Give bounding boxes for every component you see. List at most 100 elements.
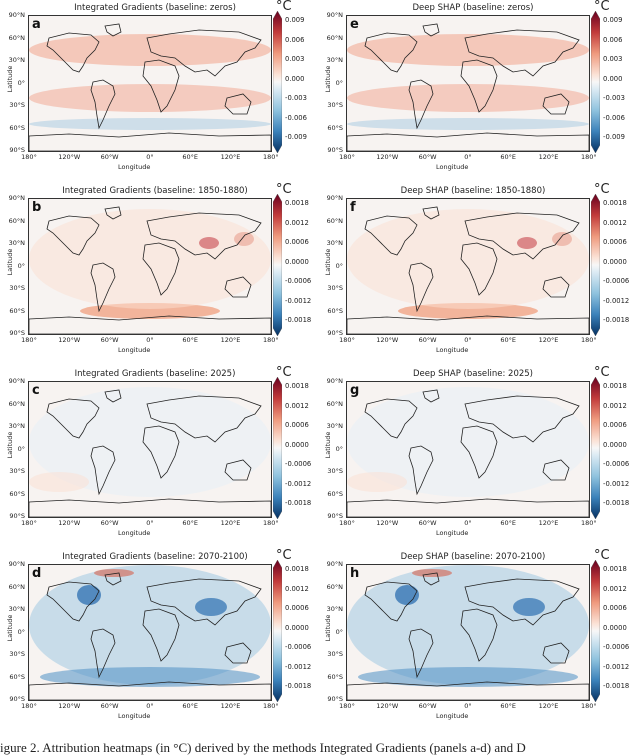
coastline [542,276,570,298]
lon-tick: 180° [580,519,597,527]
lon-tick: 180° [339,153,355,161]
lat-tick: 60°S [9,123,25,132]
panel-title: Integrated Gradients (baseline: 2025) [74,369,236,379]
heat-region [412,569,452,577]
lon-tick: 120°E [538,336,559,344]
coastline [464,212,580,260]
world-map: f [346,198,590,335]
colorbar-tick: -0.0006 [285,643,312,651]
panel-letter: h [350,566,360,581]
coastline [422,23,440,37]
heatmap-svg [347,16,589,151]
colorbar-tick: -0.0012 [285,662,312,671]
lat-tick: 60°N [326,582,343,591]
colorbar-tick: -0.003 [603,94,625,102]
lat-tick: 60°S [9,306,25,315]
lon-tick: 120°W [376,519,399,527]
heat-region [195,598,227,616]
coastline [464,29,580,77]
y-axis-label: Latitude [324,614,332,642]
heat-region [347,209,589,309]
coastline [29,315,271,334]
x-axis-label: Longitude [436,529,469,537]
lat-tick: 0° [335,261,343,270]
colorbar-tick: 0.0000 [603,440,627,449]
lat-tick: 90°S [9,512,25,520]
lon-tick: 120°W [58,519,81,527]
lon-tick: 60°W [418,336,437,344]
lon-tick: 0° [146,702,154,710]
heat-region [29,387,271,497]
coastline [146,212,262,260]
colorbar-unit: °C [594,548,610,563]
lat-tick: 90°S [327,512,343,520]
lat-tick: 0° [335,627,343,636]
lon-tick: 120°E [538,519,559,527]
lon-tick: 180° [339,336,355,344]
colorbar-tick: -0.0012 [285,479,312,488]
coastline [146,395,262,443]
x-axis-label: Longitude [118,346,151,354]
coastline [142,242,180,296]
lon-tick: 0° [464,336,472,344]
panel-title: Deep SHAP (baseline: zeros) [412,3,534,13]
lon-tick: 60°W [418,519,437,527]
lat-tick: 30°S [327,650,343,658]
colorbar-unit: °C [276,365,292,380]
lat-tick: 0° [17,261,25,270]
heatmap-svg [29,382,271,517]
coastline [104,572,122,586]
lon-tick: 120°W [376,702,399,710]
colorbar [272,193,283,337]
lat-tick: 30°S [327,284,343,292]
coastline [364,215,418,256]
heat-region [347,387,589,497]
panel-title: Integrated Gradients (baseline: 1850-188… [62,186,248,196]
lon-tick: 120°W [376,153,399,161]
coastline [104,389,122,403]
heatmap-svg [29,199,271,334]
heatmap-panel-a: Integrated Gradients (baseline: zeros) a 9… [0,0,320,188]
lon-tick: 180° [21,336,37,344]
colorbar [590,559,601,703]
colorbar-tick: -0.0006 [603,643,630,651]
coastline [46,581,100,622]
lon-tick: 180° [339,519,355,527]
heatmap-panel-f: Deep SHAP (baseline: 1850-1880) f 90°N 60°N… [318,182,638,371]
colorbar-tick: -0.0006 [285,277,312,285]
colorbar-tick: -0.0018 [285,682,312,690]
coastline [29,681,271,700]
lat-tick: 0° [335,444,343,453]
coastline [408,79,434,130]
lon-tick: 60°W [418,702,437,710]
lon-tick: 0° [464,702,472,710]
y-axis-label: Latitude [324,431,332,459]
coastline [224,276,252,298]
heat-region [29,84,271,112]
coastline [408,628,434,679]
lat-tick: 60°N [8,33,25,42]
colorbar-unit: °C [594,0,610,14]
heat-region [398,303,538,319]
lon-tick: 60°E [500,336,517,344]
panel-title: Deep SHAP (baseline: 2025) [413,369,533,379]
colorbar-tick: 0.0018 [285,565,309,573]
colorbar-tick: -0.0012 [285,296,312,305]
lon-tick: 60°E [182,336,199,344]
heat-region [395,585,419,605]
colorbar-tick: -0.0006 [603,277,630,285]
lon-tick: 0° [464,153,472,161]
coastline [142,59,180,113]
lat-tick: 30°N [8,56,25,64]
lat-tick: 30°N [8,239,25,247]
y-axis-label: Latitude [6,65,14,93]
lat-tick: 30°N [326,422,343,430]
lon-tick: 0° [146,519,154,527]
panel-title: Deep SHAP (baseline: 1850-1880) [400,186,546,196]
x-axis-label: Longitude [118,163,151,171]
colorbar-tick: 0.0000 [285,440,309,449]
figure-caption: igure 2. Attribution heatmaps (in °C) de… [0,740,526,755]
coastline [542,93,570,115]
heat-region [29,472,89,492]
lat-tick: 30°N [326,56,343,64]
